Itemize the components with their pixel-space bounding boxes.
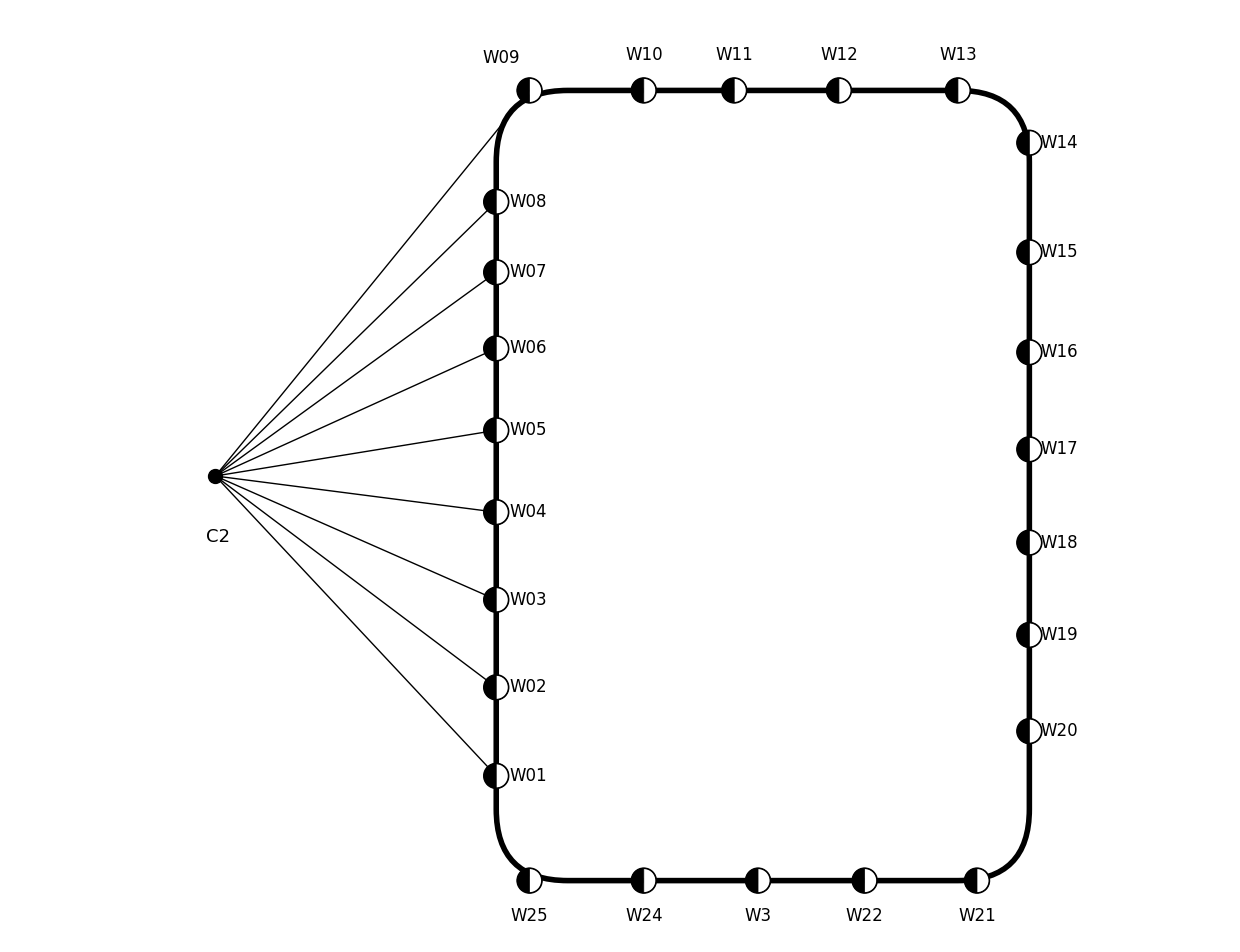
Wedge shape <box>1017 240 1029 265</box>
Wedge shape <box>484 189 496 214</box>
Wedge shape <box>631 868 644 893</box>
Text: W04: W04 <box>510 504 547 521</box>
Text: W05: W05 <box>510 422 547 439</box>
Wedge shape <box>484 500 496 525</box>
Wedge shape <box>852 868 864 893</box>
Wedge shape <box>1029 530 1042 555</box>
Wedge shape <box>1029 719 1042 744</box>
Text: W24: W24 <box>625 907 662 925</box>
Wedge shape <box>722 78 734 103</box>
Text: W19: W19 <box>1040 626 1079 644</box>
Text: W15: W15 <box>1040 244 1079 261</box>
Text: W14: W14 <box>1040 134 1079 151</box>
Wedge shape <box>864 868 877 893</box>
Wedge shape <box>496 418 508 443</box>
Wedge shape <box>1029 240 1042 265</box>
Text: W17: W17 <box>1040 441 1079 458</box>
Wedge shape <box>496 260 508 285</box>
Wedge shape <box>529 78 542 103</box>
Wedge shape <box>827 78 839 103</box>
Text: W06: W06 <box>510 340 547 357</box>
Wedge shape <box>496 336 508 361</box>
Wedge shape <box>496 500 508 525</box>
Wedge shape <box>1029 130 1042 155</box>
Text: W21: W21 <box>959 907 996 925</box>
Wedge shape <box>529 868 542 893</box>
Wedge shape <box>1017 530 1029 555</box>
Text: W3: W3 <box>744 907 771 925</box>
Wedge shape <box>734 78 746 103</box>
Text: C2: C2 <box>206 528 229 546</box>
Wedge shape <box>484 675 496 700</box>
Wedge shape <box>484 418 496 443</box>
Text: W09: W09 <box>482 49 520 67</box>
Text: W10: W10 <box>625 46 662 64</box>
Text: W02: W02 <box>510 679 547 696</box>
Wedge shape <box>484 764 496 788</box>
Wedge shape <box>517 868 529 893</box>
Wedge shape <box>631 78 644 103</box>
Text: W22: W22 <box>846 907 884 925</box>
Wedge shape <box>496 189 508 214</box>
Wedge shape <box>1017 340 1029 365</box>
Text: W08: W08 <box>510 193 547 210</box>
Wedge shape <box>965 868 977 893</box>
Wedge shape <box>496 675 508 700</box>
Wedge shape <box>1017 130 1029 155</box>
Text: W13: W13 <box>939 46 977 64</box>
Text: W03: W03 <box>510 591 547 608</box>
Wedge shape <box>496 587 508 612</box>
Wedge shape <box>484 260 496 285</box>
Wedge shape <box>1017 623 1029 647</box>
Wedge shape <box>644 868 656 893</box>
Wedge shape <box>839 78 852 103</box>
Wedge shape <box>1017 719 1029 744</box>
FancyBboxPatch shape <box>496 90 1029 881</box>
Wedge shape <box>484 336 496 361</box>
Wedge shape <box>496 764 508 788</box>
Wedge shape <box>758 868 770 893</box>
Text: W01: W01 <box>510 767 547 784</box>
Text: W07: W07 <box>510 264 547 281</box>
Wedge shape <box>946 78 959 103</box>
Text: W25: W25 <box>511 907 548 925</box>
Wedge shape <box>1029 437 1042 462</box>
Wedge shape <box>644 78 656 103</box>
Text: W20: W20 <box>1040 723 1079 740</box>
Wedge shape <box>1029 340 1042 365</box>
Wedge shape <box>517 78 529 103</box>
Wedge shape <box>484 587 496 612</box>
Wedge shape <box>977 868 990 893</box>
Text: W12: W12 <box>820 46 858 64</box>
Wedge shape <box>745 868 758 893</box>
Wedge shape <box>1029 623 1042 647</box>
Wedge shape <box>1017 437 1029 462</box>
Text: W18: W18 <box>1040 534 1079 551</box>
Text: W16: W16 <box>1040 344 1079 361</box>
Text: W11: W11 <box>715 46 753 64</box>
Wedge shape <box>959 78 971 103</box>
